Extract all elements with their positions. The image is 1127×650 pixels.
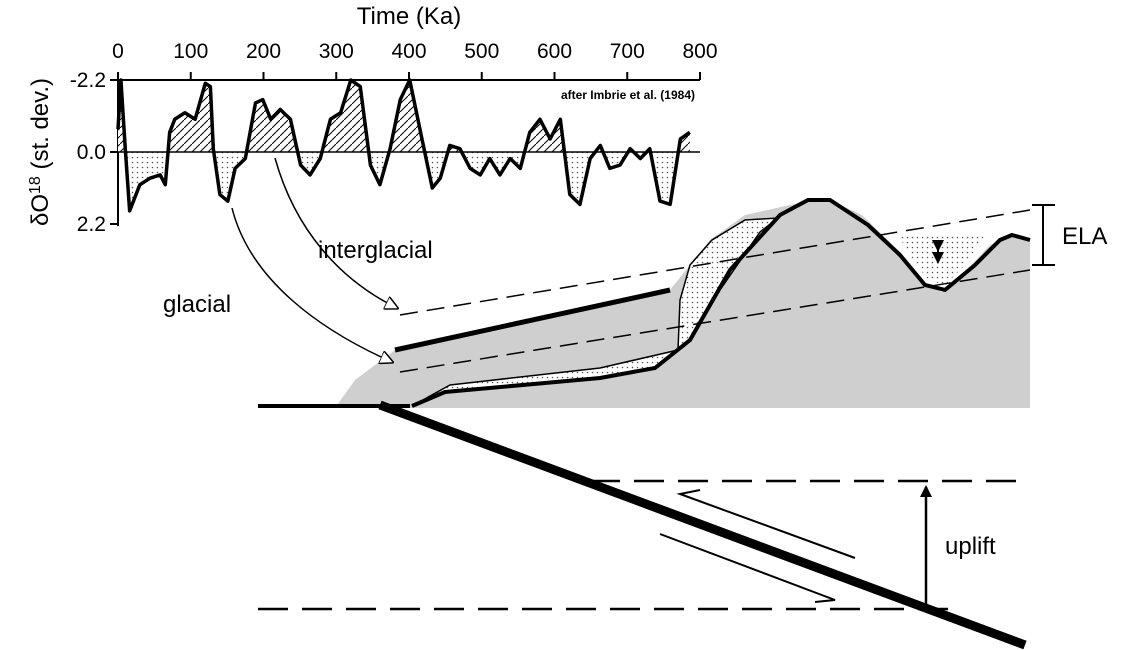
x-tick-label: 600 — [537, 40, 572, 63]
y-tick-label: 0.0 — [77, 141, 106, 164]
x-tick-label: 200 — [246, 40, 281, 63]
y-axis-title: δO18 (st. dev.) — [27, 78, 54, 226]
y-tick-label: 2.2 — [77, 213, 106, 236]
y-title-main: δO — [27, 194, 54, 226]
landscape — [232, 158, 1055, 645]
y-title-sup: 18 — [27, 176, 44, 194]
inset-chart: Time (Ka) after Imbrie et al. (1984) δO1… — [27, 3, 718, 236]
pointer-glacial — [232, 208, 392, 362]
figure: interglacial glacial ELA uplift Time (Ka… — [0, 0, 1127, 650]
label-ela: ELA — [1062, 223, 1107, 250]
label-interglacial: interglacial — [318, 237, 433, 264]
x-tick-label: 500 — [464, 40, 499, 63]
label-uplift: uplift — [945, 533, 996, 560]
ela-bracket — [1032, 205, 1055, 265]
label-glacial: glacial — [163, 291, 231, 318]
y-tick-label: -2.2 — [70, 69, 106, 92]
x-axis-title: Time (Ka) — [357, 3, 461, 30]
x-tick-label: 800 — [682, 40, 717, 63]
x-tick-label: 100 — [173, 40, 208, 63]
source-note: after Imbrie et al. (1984) — [561, 88, 695, 102]
x-tick-label: 700 — [610, 40, 645, 63]
y-title-rest: (st. dev.) — [27, 78, 54, 176]
x-tick-label: 0 — [112, 40, 124, 63]
x-tick-label: 300 — [319, 40, 354, 63]
x-tick-label: 400 — [391, 40, 426, 63]
